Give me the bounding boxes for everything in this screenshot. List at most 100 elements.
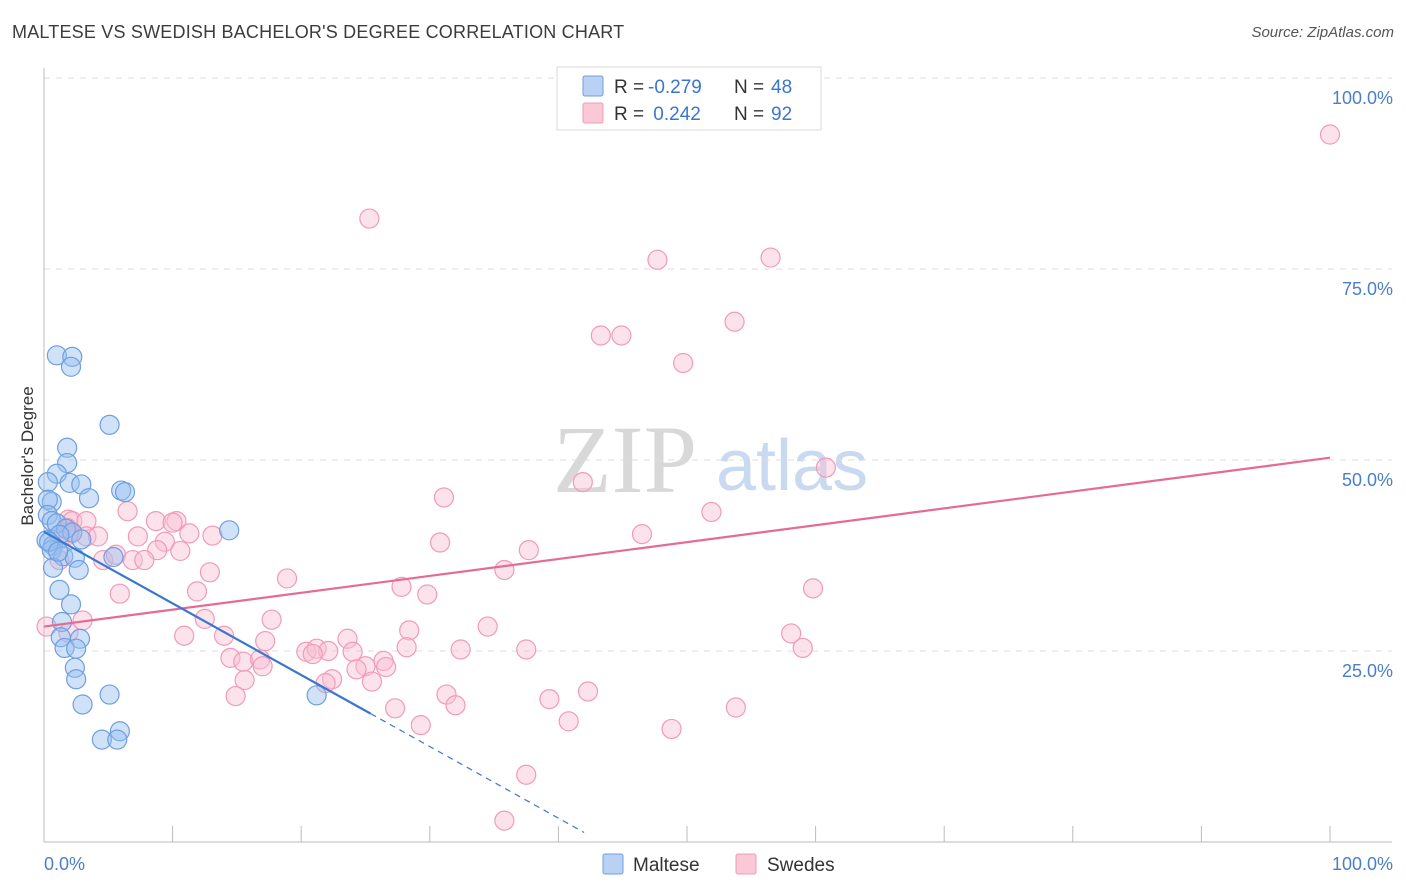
maltese-trend-extension (370, 713, 585, 834)
swedes-point-56 (399, 620, 420, 641)
maltese-point-37 (66, 638, 87, 659)
swedes-point-29 (154, 531, 175, 552)
swedes-point-80 (225, 685, 246, 707)
series-legend-label-maltese: Maltese (633, 855, 700, 876)
swedes-point-54 (255, 630, 276, 652)
swedes-point-61 (318, 640, 339, 662)
swedes-point-52 (174, 625, 195, 646)
maltese-point-32 (60, 594, 82, 615)
swedes-point-66 (792, 637, 813, 659)
swedes-point-63 (396, 637, 417, 658)
swedes-point-84 (445, 695, 466, 716)
maltese-point-14 (37, 489, 58, 510)
swedes-point-37 (122, 549, 143, 571)
legend-r-label-swedes: R = (614, 104, 644, 125)
swedes-point-4 (724, 311, 745, 332)
swedes-point-57 (477, 616, 498, 637)
swedes-point-39 (199, 562, 220, 583)
swedes-point-41 (276, 568, 298, 589)
series-legend: Maltese Swedes (602, 853, 835, 876)
maltese-point-31 (49, 579, 70, 600)
legend-r-value-maltese: -0.279 (648, 77, 702, 98)
swedes-point-78 (234, 669, 255, 691)
swedes-point-3 (647, 249, 668, 270)
maltese-point-27 (103, 546, 124, 568)
swedes-point-38 (134, 549, 155, 571)
gridlines (44, 77, 1392, 652)
maltese-point-4 (57, 437, 78, 458)
swedes-point-91 (494, 810, 515, 831)
maltese-point-28 (219, 520, 240, 541)
swedes-point-89 (661, 718, 682, 740)
y-tick-label-25: 25.0% (1342, 661, 1393, 681)
maltese-point-41 (306, 685, 327, 706)
legend-r-label-maltese: R = (614, 77, 644, 98)
trend-lines (43, 456, 1331, 834)
swedes-point-82 (577, 681, 599, 702)
maltese-point-2 (60, 356, 82, 377)
swedes-point-74 (346, 659, 367, 680)
swedes-point-2 (760, 247, 781, 268)
maltese-point-36 (54, 637, 75, 659)
legend-swatch-maltese (582, 75, 604, 97)
legend-n-value-maltese: 48 (771, 77, 792, 98)
maltese-point-29 (42, 557, 64, 578)
swedes-point-48 (261, 609, 282, 630)
maltese-point-3 (99, 414, 120, 435)
watermark-atlas: atlas (716, 426, 868, 506)
swedes-point-1 (359, 208, 380, 229)
swedes-point-46 (186, 581, 208, 602)
maltese-point-12 (78, 488, 100, 509)
swedes-point-45 (417, 584, 438, 605)
swedes-point-67 (220, 647, 241, 668)
swedes-point-55 (337, 628, 358, 649)
swedes-point-12 (117, 501, 138, 522)
maltese-point-21 (71, 529, 92, 550)
legend-n-label-swedes: N = (734, 104, 764, 125)
maltese-trend-line (43, 530, 372, 715)
swedes-point-5 (590, 325, 611, 346)
maltese-points (36, 345, 327, 750)
legend-r-value-swedes: 0.242 (648, 104, 701, 125)
swedes-point-18 (162, 512, 183, 533)
swedes-point-77 (361, 671, 383, 692)
maltese-point-11 (114, 481, 136, 503)
maltese-point-8 (37, 472, 58, 493)
series-legend-label-swedes: Swedes (767, 855, 835, 876)
swedes-point-11 (701, 501, 722, 523)
swedes-point-0 (1319, 124, 1341, 145)
swedes-point-64 (450, 639, 471, 660)
maltese-point-18 (55, 518, 76, 539)
swedes-point-25 (179, 523, 200, 544)
swedes-point-10 (433, 487, 455, 508)
swedes-point-33 (518, 540, 539, 561)
legend-swatch-swedes (582, 102, 604, 124)
swedes-point-44 (109, 583, 130, 604)
maltese-point-40 (99, 684, 120, 705)
swedes-point-87 (558, 711, 579, 732)
swedes-point-32 (429, 532, 451, 553)
series-legend-swatch-swedes (735, 853, 757, 875)
swedes-point-58 (781, 623, 802, 644)
swedes-point-8 (815, 457, 836, 478)
maltese-point-43 (109, 721, 130, 742)
maltese-point-24 (41, 540, 62, 561)
swedes-point-73 (252, 656, 273, 677)
swedes-point-31 (170, 540, 191, 562)
maltese-point-0 (46, 345, 67, 366)
swedes-point-28 (631, 524, 653, 545)
swedes-point-9 (572, 472, 593, 493)
maltese-point-5 (57, 452, 78, 474)
swedes-point-88 (410, 715, 431, 736)
maltese-point-47 (48, 541, 69, 562)
swedes-point-24 (87, 526, 109, 547)
y-tick-labels: 100.0% 75.0% 50.0% 25.0% (1332, 88, 1393, 681)
swedes-point-83 (539, 689, 560, 710)
maltese-point-42 (72, 694, 93, 715)
swedes-point-27 (127, 526, 148, 547)
y-axis-title: Bachelor's Degree (18, 386, 37, 525)
maltese-point-39 (66, 669, 87, 690)
swedes-point-40 (494, 559, 515, 581)
maltese-point-45 (107, 729, 128, 750)
swedes-point-7 (673, 352, 694, 374)
